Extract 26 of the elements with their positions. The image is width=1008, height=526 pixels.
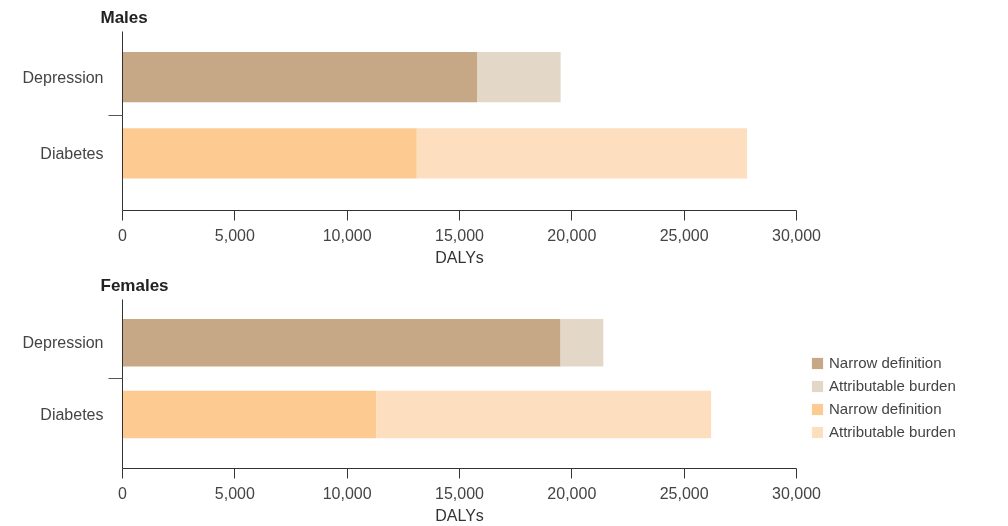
x-tick-label: 0	[118, 226, 128, 244]
y-tick-label: Diabetes	[40, 406, 104, 424]
x-axis-title: DALYs	[435, 506, 484, 524]
x-tick-label: 25,000	[659, 484, 709, 502]
x-axis-title: DALYs	[435, 248, 484, 266]
x-tick-label: 30,000	[772, 484, 822, 502]
x-tick-label: 15,000	[435, 484, 485, 502]
x-tick-label: 0	[118, 484, 128, 502]
legend-label: Attributable burden	[829, 423, 956, 440]
x-tick-label: 10,000	[322, 226, 372, 244]
x-tick-label: 10,000	[322, 484, 372, 502]
x-tick-label: 25,000	[659, 226, 709, 244]
legend-label: Narrow definition	[829, 354, 942, 371]
x-tick-label: 20,000	[547, 226, 597, 244]
x-tick-label: 5,000	[214, 484, 255, 502]
chart-title: Females	[100, 275, 169, 295]
y-tick-label: Diabetes	[40, 144, 104, 162]
legend-label: Attributable burden	[829, 377, 956, 394]
chart-title: Males	[100, 7, 148, 27]
y-tick-label: Depression	[22, 68, 104, 86]
x-tick-label: 20,000	[547, 484, 597, 502]
x-tick-label: 30,000	[772, 226, 822, 244]
legend-label: Narrow definition	[829, 400, 942, 417]
x-tick-label: 15,000	[435, 226, 485, 244]
y-tick-label: Depression	[22, 334, 104, 352]
x-tick-label: 5,000	[214, 226, 255, 244]
